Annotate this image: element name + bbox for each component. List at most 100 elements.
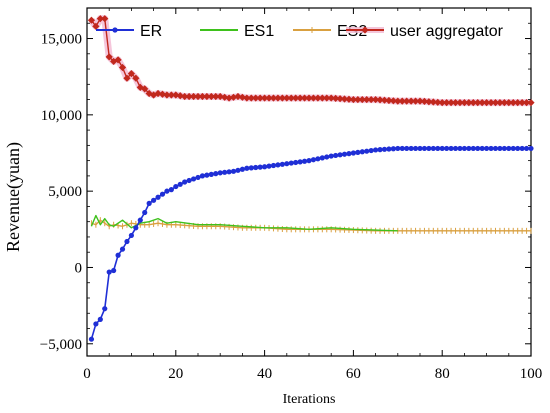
data-point bbox=[203, 92, 211, 101]
data-point bbox=[336, 95, 344, 103]
data-point bbox=[137, 217, 143, 223]
data-point bbox=[115, 252, 121, 258]
data-point bbox=[411, 97, 420, 105]
data-point bbox=[265, 94, 273, 102]
y-tick-label: 15,000 bbox=[41, 32, 82, 48]
data-point bbox=[364, 148, 370, 154]
data-point bbox=[340, 95, 349, 103]
data-point bbox=[155, 194, 161, 200]
data-point bbox=[492, 145, 499, 152]
data-point bbox=[323, 94, 331, 102]
data-point bbox=[483, 99, 491, 107]
data-point bbox=[305, 94, 313, 102]
data-point bbox=[88, 336, 95, 342]
data-point bbox=[208, 171, 214, 177]
data-point bbox=[469, 99, 477, 107]
y-tick-label: −5,000 bbox=[40, 337, 82, 353]
data-point bbox=[447, 99, 455, 107]
data-point bbox=[515, 145, 521, 152]
data-point bbox=[333, 152, 339, 159]
data-point bbox=[416, 97, 424, 105]
data-point bbox=[256, 94, 264, 102]
data-point bbox=[354, 95, 362, 104]
legend-label: user aggregator bbox=[390, 23, 504, 40]
data-point bbox=[443, 99, 451, 107]
data-point bbox=[368, 147, 374, 154]
data-point bbox=[346, 151, 352, 157]
data-point bbox=[306, 158, 312, 164]
data-point bbox=[403, 97, 411, 105]
data-point bbox=[293, 159, 299, 166]
data-point bbox=[270, 162, 277, 169]
data-point bbox=[300, 94, 309, 102]
data-point bbox=[394, 97, 402, 105]
data-point bbox=[435, 145, 441, 152]
data-point bbox=[367, 95, 375, 104]
data-point bbox=[408, 145, 414, 152]
data-point bbox=[395, 145, 401, 152]
data-point bbox=[229, 93, 238, 101]
data-point bbox=[426, 145, 432, 152]
data-point bbox=[487, 99, 495, 107]
data-point bbox=[124, 238, 130, 245]
data-point bbox=[101, 15, 109, 23]
data-point bbox=[87, 16, 96, 24]
plot-border bbox=[86, 7, 532, 357]
data-point bbox=[389, 97, 397, 105]
data-point bbox=[199, 173, 206, 179]
data-point bbox=[425, 98, 433, 106]
data-point bbox=[376, 96, 384, 104]
data-point bbox=[213, 171, 219, 177]
data-point bbox=[372, 95, 380, 104]
data-point bbox=[350, 150, 356, 156]
data-point bbox=[204, 172, 210, 178]
data-point bbox=[509, 99, 517, 107]
data-point bbox=[310, 157, 317, 163]
data-point bbox=[319, 155, 325, 161]
data-point bbox=[118, 63, 127, 72]
data-point bbox=[226, 169, 232, 175]
data-point bbox=[163, 91, 171, 99]
data-point bbox=[158, 90, 167, 98]
legend-label: ER bbox=[140, 23, 162, 40]
data-point bbox=[444, 145, 450, 152]
data-point bbox=[373, 147, 379, 153]
data-point bbox=[172, 91, 180, 99]
data-point bbox=[111, 267, 117, 274]
data-point bbox=[318, 94, 326, 102]
data-point bbox=[194, 92, 202, 101]
data-point bbox=[328, 153, 334, 159]
data-point bbox=[133, 225, 139, 231]
data-point bbox=[434, 98, 442, 106]
data-point bbox=[470, 145, 476, 152]
legend-label: ES1 bbox=[244, 23, 274, 40]
data-point bbox=[501, 145, 507, 152]
data-point bbox=[377, 147, 383, 153]
data-point bbox=[309, 94, 318, 102]
data-point bbox=[102, 306, 108, 312]
data-point bbox=[381, 146, 388, 152]
data-point bbox=[176, 92, 184, 100]
data-point bbox=[456, 99, 464, 107]
data-point bbox=[216, 92, 224, 101]
data-point bbox=[247, 94, 255, 102]
data-point bbox=[528, 145, 534, 152]
data-point bbox=[420, 97, 429, 106]
series-es1 bbox=[90, 214, 398, 232]
series-er bbox=[88, 145, 534, 342]
data-point bbox=[315, 156, 321, 162]
data-point bbox=[284, 161, 290, 167]
x-tick-label: 100 bbox=[520, 366, 543, 382]
data-point bbox=[225, 94, 233, 102]
data-point bbox=[252, 94, 260, 102]
data-point bbox=[491, 99, 500, 107]
legend-item-es1: ES1 bbox=[200, 23, 274, 40]
legend-item-er: ER bbox=[96, 23, 162, 40]
data-point bbox=[500, 99, 508, 107]
data-point bbox=[460, 99, 468, 107]
data-point bbox=[324, 154, 330, 160]
data-point bbox=[212, 92, 220, 101]
data-point bbox=[253, 164, 259, 171]
data-point bbox=[243, 94, 251, 102]
data-point bbox=[168, 187, 174, 193]
